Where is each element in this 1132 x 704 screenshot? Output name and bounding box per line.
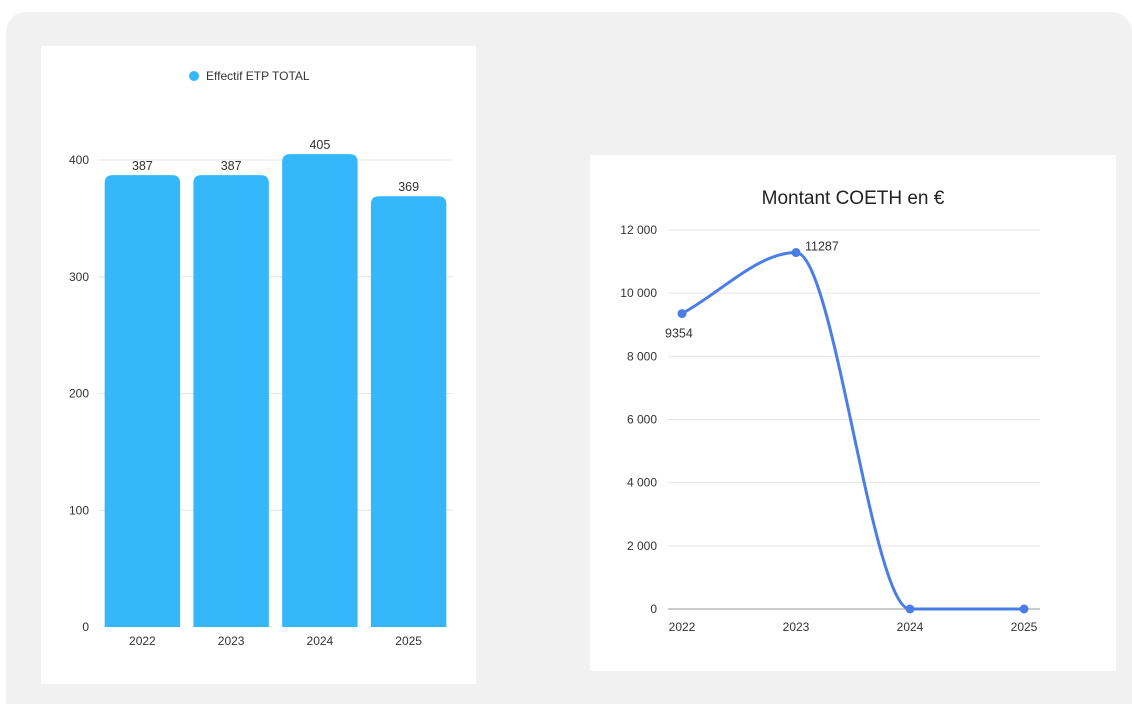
y-tick-label: 2 000 — [627, 539, 657, 553]
x-tick-label: 2022 — [129, 634, 156, 648]
bar-y-axis: 0 100 200 300 400 — [69, 153, 89, 634]
line-point — [1019, 604, 1029, 614]
line-chart: Montant COETH en € 0 2 000 4 000 6 000 8 000… — [620, 188, 1040, 634]
bar — [104, 175, 181, 628]
bar-data-label: 369 — [398, 180, 419, 194]
line-point — [677, 309, 687, 319]
x-tick-label: 2024 — [307, 634, 334, 648]
line-data-label: 11287 — [805, 240, 839, 254]
y-tick-label: 10 000 — [620, 286, 657, 300]
line-chart-title: Montant COETH en € — [762, 188, 945, 209]
x-tick-label: 2023 — [783, 620, 810, 634]
line-data-labels: 9354 11287 — [665, 240, 839, 341]
line-point — [905, 604, 915, 614]
bar — [193, 175, 269, 628]
y-tick-label: 200 — [69, 387, 89, 401]
bar-x-axis: 2022 2023 2024 2025 — [129, 634, 422, 648]
x-tick-label: 2022 — [669, 620, 696, 634]
x-tick-label: 2025 — [395, 634, 422, 648]
y-tick-label: 6 000 — [627, 413, 657, 427]
line-x-axis: 2022 2023 2024 2025 — [669, 620, 1038, 634]
bar — [370, 196, 447, 627]
series-line — [681, 251, 1024, 611]
y-tick-label: 100 — [69, 503, 89, 517]
legend-label: Effectif ETP TOTAL — [206, 69, 310, 83]
y-tick-label: 12 000 — [620, 223, 657, 237]
bar-chart-card: Effectif ETP TOTAL 0 100 200 300 400 387 387 4… — [41, 46, 476, 684]
line-y-axis: 0 2 000 4 000 6 000 8 000 10 000 12 000 — [620, 223, 657, 616]
y-tick-label: 0 — [650, 602, 657, 616]
bar-data-label: 387 — [221, 159, 242, 173]
y-tick-label: 8 000 — [627, 349, 657, 363]
bar-data-labels: 387 387 405 369 — [132, 138, 419, 194]
x-tick-label: 2025 — [1011, 620, 1038, 634]
line-data-label: 9354 — [665, 327, 693, 341]
bar-data-label: 405 — [309, 138, 330, 152]
bar-chart: Effectif ETP TOTAL 0 100 200 300 400 387 387 4… — [69, 69, 453, 648]
x-tick-label: 2024 — [897, 620, 924, 634]
bar-legend: Effectif ETP TOTAL — [189, 69, 310, 83]
line-gridlines — [668, 229, 1040, 610]
y-tick-label: 300 — [69, 270, 89, 284]
bar-series — [104, 154, 447, 628]
bar-data-label: 387 — [132, 159, 153, 173]
y-tick-label: 400 — [69, 153, 89, 167]
y-tick-label: 4 000 — [627, 476, 657, 490]
line-chart-card: Montant COETH en € 0 2 000 4 000 6 000 8 000… — [590, 155, 1116, 671]
line-point — [791, 248, 801, 258]
line-points — [677, 248, 1029, 614]
legend-swatch — [189, 71, 199, 81]
bar — [282, 154, 358, 627]
x-tick-label: 2023 — [218, 634, 245, 648]
y-tick-label: 0 — [82, 620, 89, 634]
